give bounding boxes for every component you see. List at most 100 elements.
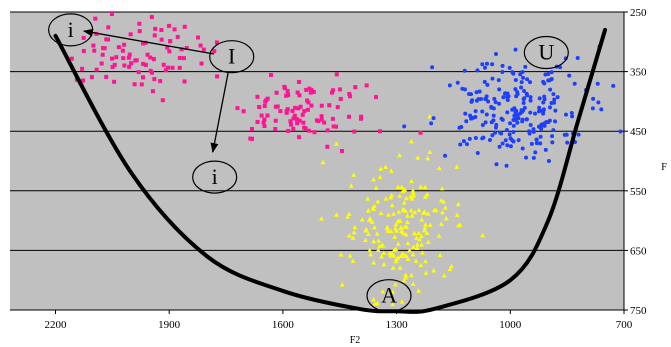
data-point <box>409 196 415 201</box>
data-point <box>259 113 264 118</box>
data-point <box>524 117 529 122</box>
data-point <box>513 110 518 115</box>
data-point <box>538 141 543 146</box>
data-point <box>477 89 482 94</box>
data-point <box>438 197 444 203</box>
data-point <box>418 184 424 189</box>
data-point <box>500 63 505 68</box>
data-point <box>550 134 555 139</box>
data-point <box>520 146 525 151</box>
data-point <box>81 35 86 40</box>
data-point <box>546 119 551 124</box>
data-point <box>257 104 262 109</box>
data-point <box>160 98 165 103</box>
data-point <box>334 72 339 77</box>
data-point <box>462 68 467 73</box>
data-point <box>441 273 447 278</box>
data-point <box>371 260 377 265</box>
data-point <box>250 136 255 141</box>
data-point <box>412 230 417 236</box>
data-point <box>296 106 301 111</box>
data-point <box>365 208 371 213</box>
data-point <box>590 106 595 111</box>
data-point <box>139 82 144 87</box>
data-point <box>396 218 402 223</box>
data-point <box>521 100 526 105</box>
plot-area <box>10 12 624 310</box>
data-point <box>262 117 267 122</box>
data-point <box>374 95 379 100</box>
data-point <box>461 139 466 144</box>
data-point <box>397 152 402 158</box>
data-point <box>304 87 309 92</box>
data-point <box>284 109 289 114</box>
data-point <box>490 76 495 81</box>
data-point <box>447 266 453 272</box>
data-point <box>487 138 492 143</box>
data-point <box>550 140 555 145</box>
data-point <box>467 136 472 141</box>
annotation-label: U <box>538 40 554 65</box>
data-point <box>534 137 539 142</box>
data-point <box>536 124 541 129</box>
data-point <box>372 301 378 306</box>
data-point <box>483 65 488 70</box>
data-point <box>565 140 570 145</box>
data-point <box>331 124 336 129</box>
data-point <box>338 96 343 101</box>
data-point <box>416 230 422 236</box>
data-point <box>141 61 146 66</box>
data-point <box>525 77 530 82</box>
data-point <box>81 48 86 53</box>
data-point <box>500 117 505 122</box>
data-point <box>325 144 330 149</box>
data-point <box>99 61 104 66</box>
data-point <box>424 191 430 197</box>
data-point <box>316 119 321 124</box>
data-point <box>347 253 353 258</box>
data-point <box>305 98 310 103</box>
data-point <box>567 73 572 78</box>
data-point <box>412 209 418 215</box>
data-point <box>455 80 460 85</box>
data-point <box>475 151 480 156</box>
data-point <box>537 105 542 110</box>
data-point <box>273 127 278 132</box>
data-point <box>512 113 517 118</box>
data-point <box>373 185 379 190</box>
data-point <box>505 98 510 103</box>
data-point <box>483 97 488 102</box>
data-point <box>69 56 74 61</box>
data-point <box>493 100 498 105</box>
data-point <box>201 47 206 52</box>
data-point <box>405 256 411 262</box>
data-point <box>558 65 563 70</box>
data-point <box>288 119 293 124</box>
data-point <box>454 212 460 217</box>
data-point <box>384 224 390 230</box>
data-point <box>396 209 402 214</box>
data-point <box>541 111 546 116</box>
data-point <box>496 78 501 83</box>
data-point <box>404 224 410 229</box>
data-point <box>402 124 407 129</box>
data-point <box>546 78 551 83</box>
data-point <box>516 138 521 143</box>
data-point <box>469 99 474 104</box>
data-point <box>114 55 119 60</box>
data-point <box>380 243 386 248</box>
data-point <box>177 65 182 70</box>
data-point <box>235 106 240 111</box>
data-point <box>467 92 472 97</box>
data-point <box>480 233 486 238</box>
data-point <box>443 215 449 221</box>
data-point <box>291 116 296 121</box>
data-point <box>128 32 133 37</box>
data-point <box>291 126 296 131</box>
data-point <box>474 90 479 95</box>
data-point <box>167 49 172 54</box>
data-point <box>110 64 115 69</box>
data-point <box>371 238 377 244</box>
annotation-ellipse <box>48 13 94 47</box>
